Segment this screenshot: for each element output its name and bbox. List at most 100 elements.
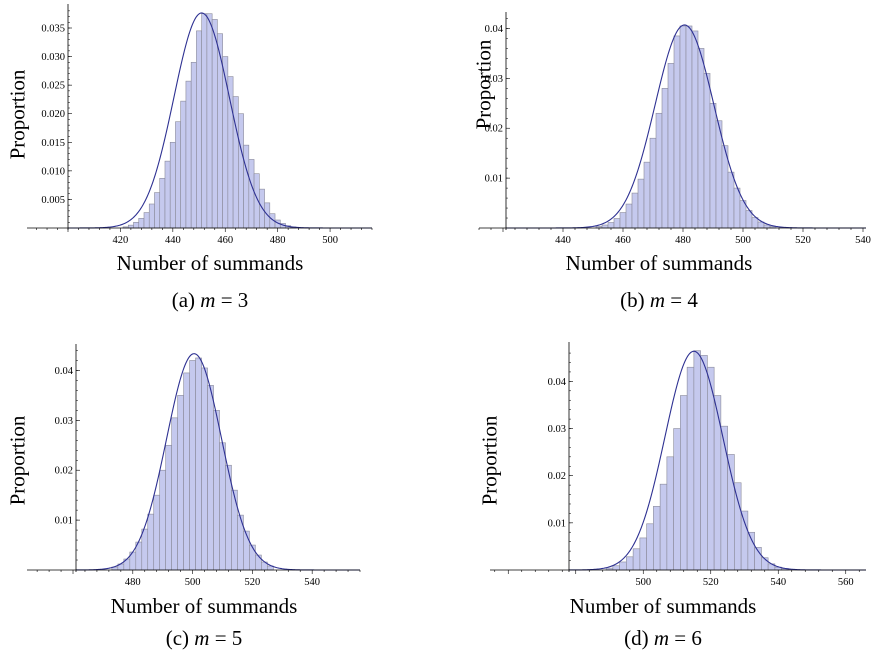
y-tick-text: 0.01 (485, 174, 503, 185)
chart-panel-a: 420 440 460 480 500 0.005 0.010 0.015 0.020 0.025… (0, 0, 436, 330)
x-tick-text: 500 (322, 235, 338, 246)
x-tick-text: 440 (555, 235, 571, 246)
y-tick-text: 0.03 (485, 74, 503, 85)
histogram-bar (703, 73, 711, 229)
y-tick-label: 0.010 (41, 166, 65, 177)
x-tick-text: 480 (675, 235, 691, 246)
histogram-bar (646, 523, 654, 571)
histogram-bar (227, 76, 234, 229)
y-tick-text: 0.02 (55, 466, 73, 477)
y-tick-label: 0.020 (41, 109, 65, 120)
histogram-bar (691, 30, 699, 229)
histogram-bar (171, 417, 178, 571)
y-tick-label: 0.01 (548, 518, 566, 529)
x-tick-text: 440 (165, 235, 181, 246)
histogram-bar (740, 510, 749, 571)
y-tick-text: 0.035 (41, 24, 65, 35)
histogram-bar (141, 528, 149, 571)
panel-caption: (b) m = 4 (620, 288, 698, 312)
histogram-bar (700, 355, 708, 571)
histogram-bar (201, 367, 208, 571)
y-tick-label: 0.03 (485, 74, 503, 85)
histogram-bar (659, 483, 668, 571)
histogram-bar (211, 19, 218, 229)
x-tick-text: 540 (304, 577, 320, 588)
histogram-bar (138, 217, 145, 229)
x-axis-label: Number of summands (110, 594, 298, 618)
y-tick-text: 0.04 (548, 377, 567, 388)
histogram-bar (248, 159, 255, 229)
histogram-bar (243, 530, 250, 571)
histogram-bar (709, 102, 717, 229)
histogram-bar (175, 121, 181, 229)
panel-caption: (a) m = 3 (171, 288, 249, 312)
x-tick-label: 540 (304, 577, 320, 588)
y-tick-text: 0.03 (548, 424, 566, 435)
panel-caption: (c) m = 5 (165, 626, 243, 650)
histogram-bar (154, 192, 161, 229)
histogram-bar (206, 13, 213, 229)
x-tick-label: 520 (703, 577, 719, 588)
y-axis-label: Proportion (5, 415, 30, 506)
histogram-bar (727, 171, 735, 229)
y-tick-text: 0.015 (41, 138, 65, 149)
x-tick-label: 500 (635, 577, 651, 588)
panel-label: (d) (624, 626, 649, 650)
histogram-bar (165, 444, 172, 571)
y-axis-label: Proportion (5, 69, 30, 160)
x-tick-label: 480 (675, 235, 691, 246)
y-tick-text: 0.020 (41, 109, 65, 120)
x-tick-text: 520 (245, 577, 261, 588)
histogram-bar (159, 177, 166, 229)
histogram-bar (655, 112, 663, 229)
y-tick-label: 0.02 (55, 466, 73, 477)
histogram-bar (693, 350, 701, 571)
histogram-bar (189, 360, 196, 571)
histogram-bar (707, 366, 715, 571)
m-value: 6 (691, 626, 702, 650)
y-tick-label: 0.015 (41, 138, 65, 149)
y-tick-label: 0.02 (548, 471, 566, 482)
y-tick-text: 0.04 (55, 366, 74, 377)
y-tick-text: 0.030 (41, 52, 65, 63)
y-tick-label: 0.03 (55, 416, 73, 427)
y-tick-text: 0.02 (485, 124, 503, 135)
histogram-bar (238, 113, 244, 229)
chart-panel-d: 500 520 540 560 0.01 0.02 0.03 0.04 Proportion … (436, 330, 873, 660)
x-tick-label: 540 (855, 235, 871, 246)
y-tick-label: 0.025 (41, 81, 65, 92)
x-tick-text: 520 (703, 577, 719, 588)
histogram-bar (143, 212, 150, 229)
panel-label: (c) (165, 626, 190, 650)
x-tick-text: 540 (770, 577, 786, 588)
histogram-bar (697, 48, 705, 229)
y-tick-label: 0.04 (55, 366, 74, 377)
x-tick-label: 440 (165, 235, 181, 246)
histogram-bar (679, 25, 687, 229)
x-tick-label: 460 (217, 235, 233, 246)
histogram-bar (653, 506, 661, 571)
histogram-bar (255, 554, 262, 571)
y-tick-text: 0.02 (548, 471, 566, 482)
m-value: 3 (237, 288, 249, 312)
x-tick-text: 460 (615, 235, 631, 246)
y-tick-label: 0.04 (548, 377, 567, 388)
plot-area: 500 520 540 560 0.01 0.02 0.03 0.04 (490, 342, 866, 588)
histogram-bar (631, 192, 639, 229)
y-tick-label: 0.030 (41, 52, 65, 63)
histogram-bar (619, 212, 627, 229)
histogram-bar (180, 100, 187, 229)
histogram-bar (763, 224, 771, 229)
histogram-bar (607, 222, 615, 229)
histogram-bar (649, 137, 657, 229)
x-tick-label: 500 (735, 235, 751, 246)
chart-panel-b: 440 460 480 500 520 540 0.01 0.02 0.03 0.04 Propo… (436, 0, 873, 330)
histogram-bar (734, 482, 742, 571)
histogram-bar (715, 120, 723, 229)
y-tick-label: 0.03 (548, 424, 566, 435)
histogram-bar (159, 469, 166, 571)
x-tick-text: 420 (113, 235, 129, 246)
y-tick-text: 0.01 (55, 516, 73, 527)
histogram-bar (164, 160, 171, 229)
histogram-bar (720, 425, 728, 571)
